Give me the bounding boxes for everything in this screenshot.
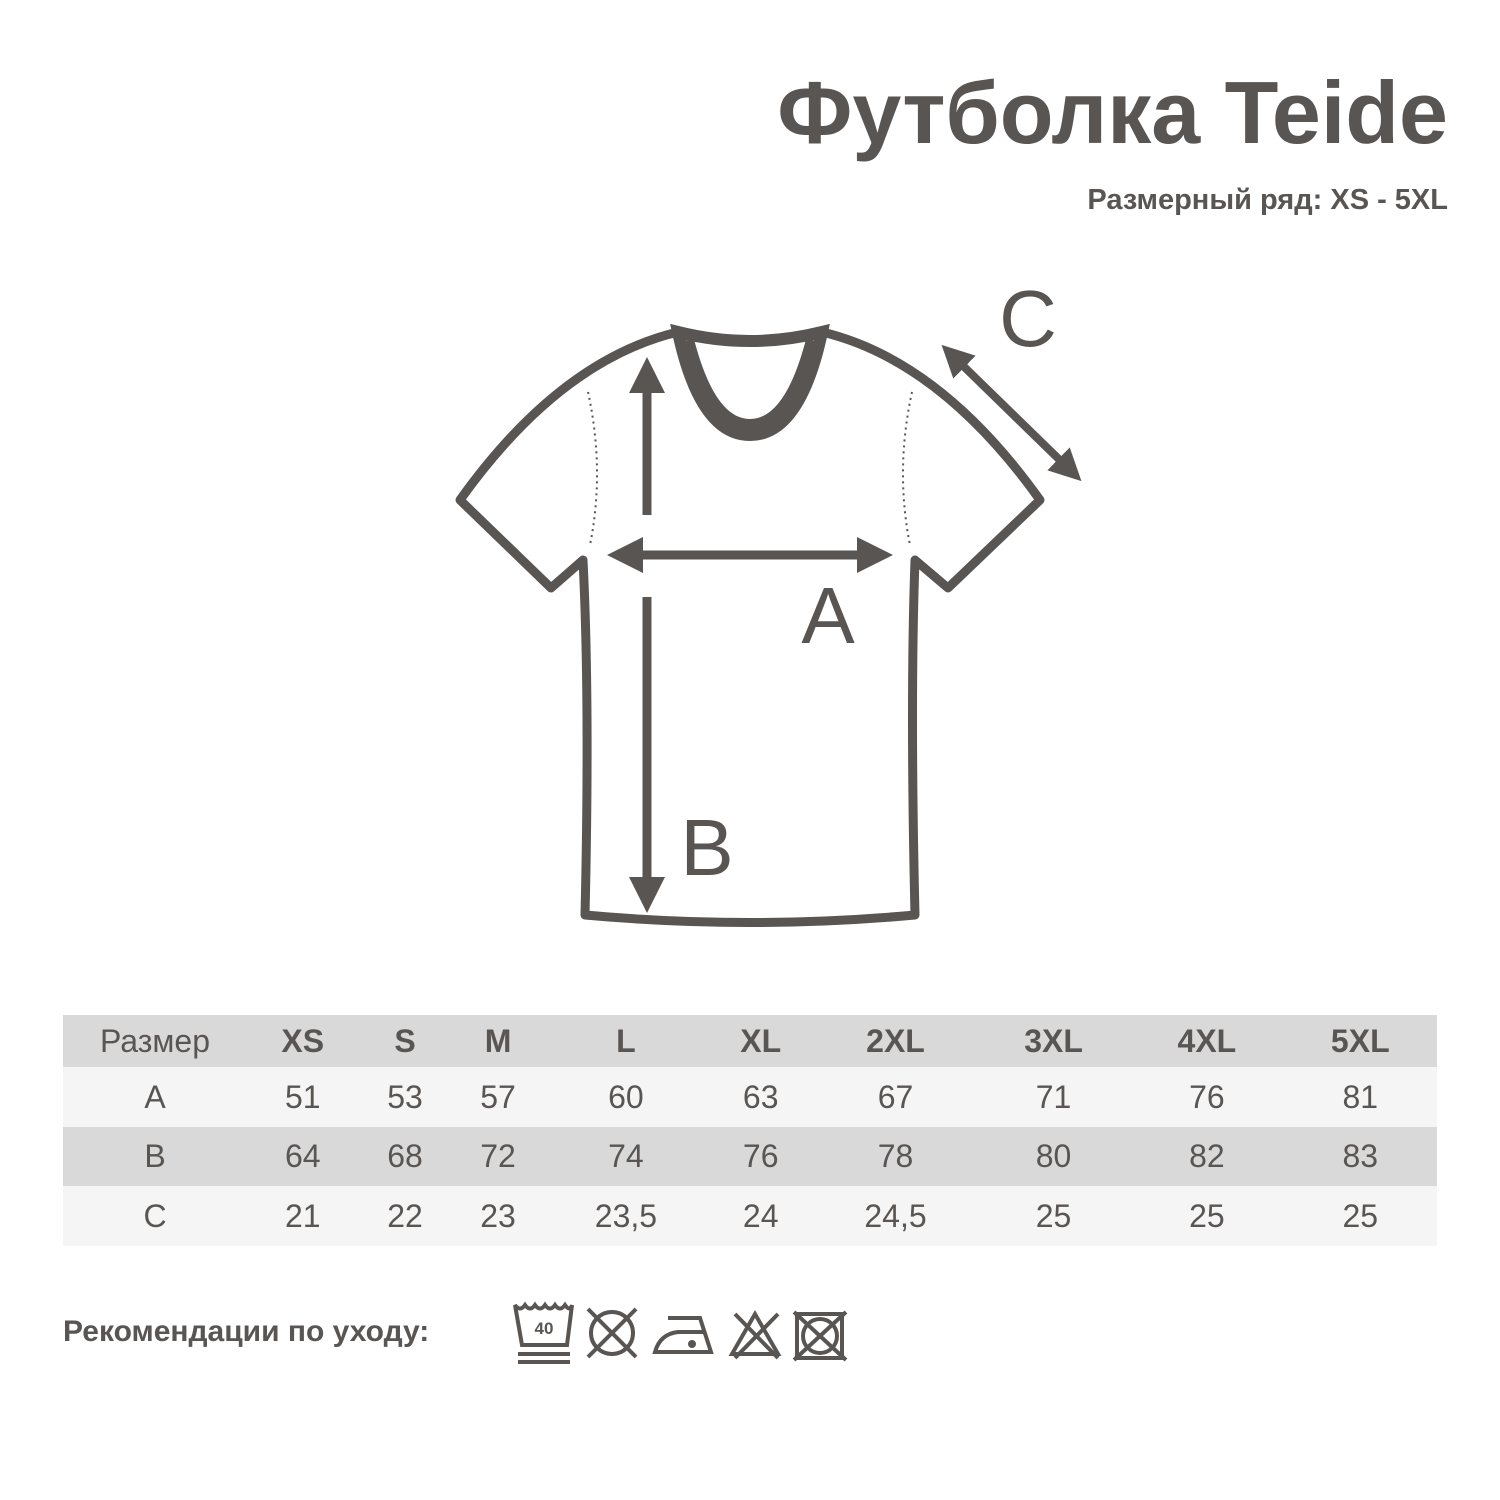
header-cell: S	[358, 1015, 452, 1067]
table-cell: 74	[544, 1127, 708, 1186]
table-cell: 80	[976, 1127, 1131, 1186]
header-cell: Размер	[63, 1015, 247, 1067]
size-table: Размер XS S M L XL 2XL 3XL 4XL 5XL A 51 53…	[63, 1015, 1437, 1246]
table-cell: 25	[976, 1186, 1131, 1246]
label-c: C	[999, 274, 1057, 363]
table-row: C 21 22 23 23,5 24 24,5 25 25 25	[63, 1186, 1437, 1246]
table-cell: 21	[247, 1186, 359, 1246]
right-sleeve-seam	[901, 391, 913, 546]
label-a: A	[801, 571, 855, 660]
table-cell: 81	[1283, 1067, 1437, 1127]
care-icons: 40	[513, 1301, 848, 1364]
table-cell: 24	[707, 1186, 815, 1246]
table-cell: 51	[247, 1067, 359, 1127]
collar-inner	[682, 338, 818, 432]
table-cell: 76	[1130, 1067, 1284, 1127]
label-b: B	[680, 803, 733, 892]
tshirt-diagram: A B C	[455, 274, 1082, 927]
table-cell: 76	[707, 1127, 815, 1186]
table-cell: 57	[451, 1067, 545, 1127]
header-cell: 4XL	[1130, 1015, 1284, 1067]
table-row: B 64 68 72 74 76 78 80 82 83	[63, 1127, 1437, 1186]
table-cell: 25	[1283, 1186, 1437, 1246]
table-cell: 23	[451, 1186, 545, 1246]
table-cell: 83	[1283, 1127, 1437, 1186]
table-cell: 53	[358, 1067, 452, 1127]
table-cell: 60	[544, 1067, 708, 1127]
table-cell: 71	[976, 1067, 1131, 1127]
table-cell: 72	[451, 1127, 545, 1186]
header-cell: 2XL	[814, 1015, 977, 1067]
table-cell: A	[63, 1067, 247, 1127]
wash-40-icon: 40	[513, 1301, 574, 1364]
no-bleach-icon	[728, 1309, 782, 1360]
header-cell: L	[544, 1015, 708, 1067]
table-cell: C	[63, 1186, 247, 1246]
header-cell: 5XL	[1283, 1015, 1437, 1067]
table-row: A 51 53 57 60 63 67 71 76 81	[63, 1067, 1437, 1127]
header-cell: XL	[707, 1015, 815, 1067]
size-range: Размерный ряд: XS - 5XL	[1087, 184, 1448, 216]
sleeve-arrow	[941, 344, 1082, 482]
table-cell: 24,5	[814, 1186, 977, 1246]
left-sleeve-seam	[587, 391, 599, 546]
iron-low-icon	[652, 1316, 714, 1354]
header-cell: XS	[247, 1015, 359, 1067]
no-dry-clean-icon	[792, 1310, 848, 1362]
table-cell: B	[63, 1127, 247, 1186]
collar	[670, 323, 830, 442]
table-cell: 82	[1130, 1127, 1284, 1186]
table-cell: 25	[1130, 1186, 1284, 1246]
table-cell: 23,5	[544, 1186, 708, 1246]
table-cell: 22	[358, 1186, 452, 1246]
table-cell: 64	[247, 1127, 359, 1186]
header-cell: 3XL	[976, 1015, 1131, 1067]
header-cell: M	[451, 1015, 545, 1067]
tshirt-outline	[455, 327, 1045, 927]
table-header-row: Размер XS S M L XL 2XL 3XL 4XL 5XL	[63, 1015, 1437, 1067]
page-title: Футболка Teide	[777, 63, 1448, 162]
svg-text:40: 40	[535, 1319, 554, 1338]
table-cell: 67	[814, 1067, 977, 1127]
table-cell: 63	[707, 1067, 815, 1127]
care-label: Рекомендации по уходу:	[63, 1315, 430, 1348]
no-tumble-dry-icon	[586, 1307, 638, 1359]
table-cell: 78	[814, 1127, 977, 1186]
table-cell: 68	[358, 1127, 452, 1186]
